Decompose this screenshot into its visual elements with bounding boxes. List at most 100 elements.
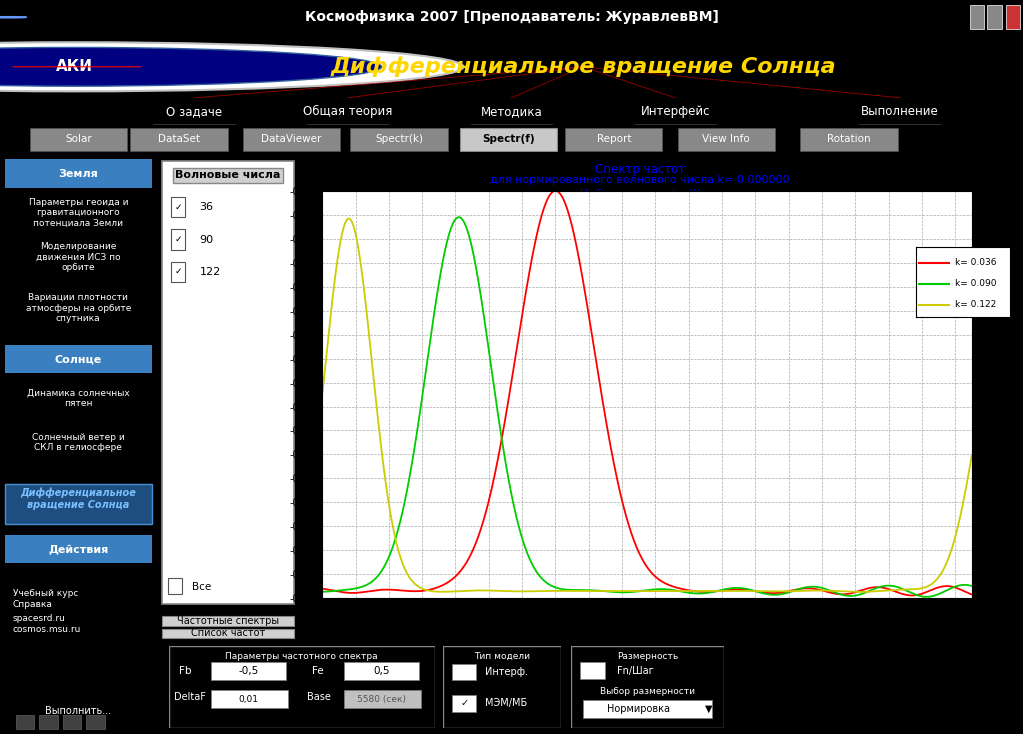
Text: k= 0.036: k= 0.036 bbox=[955, 258, 996, 267]
Text: 5580 (сек): 5580 (сек) bbox=[357, 695, 406, 704]
Text: Интерф.: Интерф. bbox=[485, 667, 529, 677]
Bar bbox=[5, 535, 151, 564]
Bar bbox=[583, 700, 712, 719]
Text: cosmos.msu.ru: cosmos.msu.ru bbox=[12, 625, 81, 634]
Text: 90: 90 bbox=[199, 235, 214, 244]
Text: Base: Base bbox=[307, 692, 331, 702]
Bar bbox=[62, 715, 82, 730]
Text: Спектр частот: Спектр частот bbox=[594, 163, 684, 175]
Text: 36: 36 bbox=[199, 203, 214, 212]
Bar bbox=[350, 128, 448, 150]
Bar bbox=[800, 128, 898, 150]
Text: Земля: Земля bbox=[58, 169, 98, 179]
Bar bbox=[171, 230, 185, 250]
Circle shape bbox=[0, 48, 382, 86]
Bar bbox=[131, 128, 227, 150]
Text: Spectr(f): Spectr(f) bbox=[482, 134, 535, 144]
Text: Частотные спектры: Частотные спектры bbox=[177, 616, 279, 626]
Text: Волновые числа: Волновые числа bbox=[175, 170, 281, 181]
Text: Интерфейс: Интерфейс bbox=[640, 105, 710, 118]
Bar bbox=[212, 662, 285, 680]
Bar bbox=[163, 617, 294, 626]
Bar bbox=[565, 128, 663, 150]
Text: View Info: View Info bbox=[703, 134, 750, 144]
Text: Параметры геоида и
гравитационного
потенциала Земли: Параметры геоида и гравитационного потен… bbox=[29, 198, 128, 228]
Text: ✓: ✓ bbox=[174, 267, 182, 276]
Bar bbox=[163, 628, 294, 638]
Bar bbox=[1006, 5, 1020, 29]
Text: Нормировка: Нормировка bbox=[607, 704, 670, 714]
Bar bbox=[243, 128, 340, 150]
Text: Выполнить...: Выполнить... bbox=[45, 705, 112, 716]
Text: Параметры частотного спектра: Параметры частотного спектра bbox=[225, 652, 379, 661]
Bar bbox=[452, 695, 476, 712]
Text: Размерность: Размерность bbox=[617, 652, 678, 661]
Text: Дифференциальное вращение Солнца: Дифференциальное вращение Солнца bbox=[330, 57, 836, 77]
Text: Spectr(k): Spectr(k) bbox=[375, 134, 422, 144]
Text: Fn/Шаг: Fn/Шаг bbox=[617, 666, 654, 675]
Text: О задаче: О задаче bbox=[167, 105, 222, 118]
Bar bbox=[677, 128, 775, 150]
Text: Справка: Справка bbox=[12, 600, 52, 609]
Text: DataSet: DataSet bbox=[158, 134, 201, 144]
Text: Дифференциальное
вращение Солнца: Дифференциальное вращение Солнца bbox=[20, 487, 136, 509]
Bar bbox=[345, 690, 421, 708]
Bar bbox=[39, 715, 58, 730]
Text: Тип модели: Тип модели bbox=[474, 652, 530, 661]
Text: 0,5: 0,5 bbox=[373, 666, 390, 677]
Text: Rotation: Rotation bbox=[828, 134, 871, 144]
Text: Действия: Действия bbox=[48, 545, 108, 555]
Circle shape bbox=[0, 17, 27, 18]
Text: АКИ: АКИ bbox=[56, 59, 93, 74]
Text: Вариации плотности
атмосферы на орбите
спутника: Вариации плотности атмосферы на орбите с… bbox=[26, 294, 131, 323]
Bar bbox=[212, 690, 288, 708]
Text: DataViewer: DataViewer bbox=[261, 134, 322, 144]
Text: Выполнение: Выполнение bbox=[861, 105, 939, 118]
Bar bbox=[580, 662, 605, 679]
Text: ▼: ▼ bbox=[705, 704, 713, 714]
Bar bbox=[970, 5, 984, 29]
Text: k= 0.090: k= 0.090 bbox=[955, 279, 996, 288]
Text: Порядок модели: 7: Порядок модели: 7 bbox=[584, 202, 696, 211]
Text: Динамика солнечных
пятен: Динамика солнечных пятен bbox=[27, 389, 130, 408]
Text: 0,01: 0,01 bbox=[238, 695, 259, 704]
Text: Fb: Fb bbox=[179, 666, 192, 675]
Bar bbox=[452, 664, 476, 680]
Text: ✓: ✓ bbox=[460, 699, 469, 708]
Text: Solar: Solar bbox=[65, 134, 92, 144]
Text: Методика: Методика bbox=[481, 105, 542, 118]
Bar bbox=[5, 345, 151, 373]
Text: для нормированного волнового числа k= 0.000000: для нормированного волнового числа k= 0.… bbox=[490, 175, 790, 186]
Text: ✓: ✓ bbox=[174, 203, 182, 211]
Text: DeltaF: DeltaF bbox=[174, 692, 206, 702]
Text: Report: Report bbox=[596, 134, 631, 144]
Text: Солнечный ветер и
СКЛ в гелиосфере: Солнечный ветер и СКЛ в гелиосфере bbox=[32, 432, 125, 452]
Bar bbox=[460, 128, 557, 150]
Text: -0,5: -0,5 bbox=[238, 666, 259, 677]
Text: Все: Все bbox=[192, 581, 212, 592]
Bar bbox=[987, 5, 1002, 29]
Text: Общая теория: Общая теория bbox=[303, 105, 393, 118]
Bar bbox=[171, 197, 185, 217]
Bar bbox=[345, 662, 418, 680]
Text: Набор данных: (null): Набор данных: (null) bbox=[580, 189, 700, 198]
Text: Fe: Fe bbox=[312, 666, 324, 675]
Text: Учебный курс: Учебный курс bbox=[12, 589, 78, 598]
Text: Солнце: Солнце bbox=[54, 355, 102, 364]
Bar bbox=[171, 261, 185, 282]
Text: Космофизика 2007 [Преподаватель: ЖуравлевВМ]: Космофизика 2007 [Преподаватель: Журавле… bbox=[305, 10, 718, 24]
Text: ✓: ✓ bbox=[174, 235, 182, 244]
Bar bbox=[168, 578, 182, 595]
Text: МЭМ/МБ: МЭМ/МБ bbox=[485, 699, 528, 708]
Bar bbox=[86, 715, 105, 730]
Text: k= 0.122: k= 0.122 bbox=[955, 300, 996, 309]
Text: Выбор размерности: Выбор размерности bbox=[601, 688, 695, 697]
Text: spacesrd.ru: spacesrd.ru bbox=[12, 614, 65, 622]
Circle shape bbox=[0, 43, 463, 91]
Bar bbox=[31, 128, 127, 150]
Text: 122: 122 bbox=[199, 266, 221, 277]
Text: Список частот: Список частот bbox=[191, 628, 265, 639]
Bar bbox=[5, 159, 151, 188]
Text: Моделирование
движения ИСЗ по
орбите: Моделирование движения ИСЗ по орбите bbox=[36, 242, 121, 272]
Bar bbox=[15, 715, 35, 730]
